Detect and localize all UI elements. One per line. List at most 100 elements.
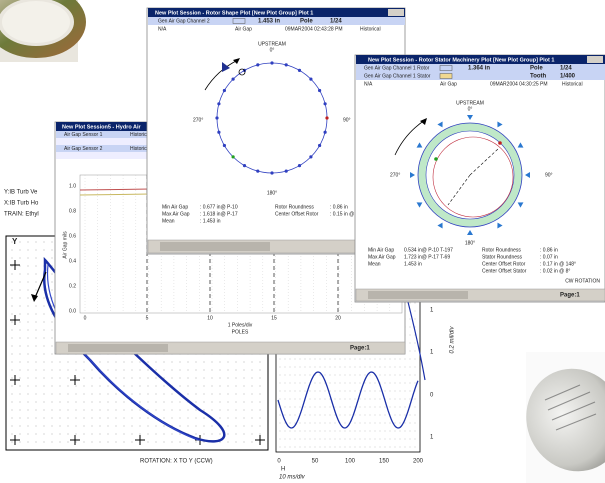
grid-dot: [325, 375, 326, 376]
grid-dot: [395, 367, 396, 368]
grid-dot: [305, 423, 306, 424]
grid-dot: [59, 401, 60, 402]
grid-dot: [335, 391, 336, 392]
grid-dot: [147, 361, 148, 362]
grid-dot: [115, 361, 116, 362]
grid-dot: [11, 257, 12, 258]
grid-dot: [400, 383, 401, 384]
grid-dot: [147, 409, 148, 410]
grid-dot: [123, 377, 124, 378]
grid-dot: [83, 441, 84, 442]
grid-dot: [330, 391, 331, 392]
grid-dot: [115, 369, 116, 370]
grid-dot: [83, 417, 84, 418]
grid-dot: [395, 423, 396, 424]
grid-dot: [235, 377, 236, 378]
grid-dot: [290, 447, 291, 448]
stat-label: Center Offset Stator: [482, 268, 527, 274]
grid-dot: [123, 441, 124, 442]
grid-dot: [410, 335, 411, 336]
stat-value: : 0.17 in @ 148°: [540, 261, 576, 267]
grid-dot: [385, 407, 386, 408]
grid-dot: [405, 439, 406, 440]
grid-dot: [219, 377, 220, 378]
grid-dot: [115, 409, 116, 410]
grid-dot: [320, 359, 321, 360]
grid-dot: [27, 305, 28, 306]
grid-dot: [259, 409, 260, 410]
grid-dot: [285, 431, 286, 432]
angle-label: 180°: [465, 240, 475, 246]
grid-dot: [290, 423, 291, 424]
grid-dot: [131, 425, 132, 426]
grid-dot: [147, 377, 148, 378]
grid-dot: [235, 385, 236, 386]
grid-dot: [107, 385, 108, 386]
grid-dot: [340, 375, 341, 376]
grid-dot: [395, 399, 396, 400]
grid-dot: [131, 433, 132, 434]
grid-dot: [43, 425, 44, 426]
pole-dot: [324, 131, 327, 134]
grid-dot: [227, 417, 228, 418]
rotor-stator-window[interactable]: New Plot Session - Rotor Stator Machiner…: [355, 55, 605, 302]
grid-dot: [11, 321, 12, 322]
stat-value: : 1.618 in@ P-17: [200, 211, 238, 217]
grid-dot: [330, 383, 331, 384]
pole-dot: [318, 144, 321, 147]
grid-dot: [259, 385, 260, 386]
grid-dot: [171, 441, 172, 442]
grid-dot: [35, 329, 36, 330]
grid-dot: [131, 369, 132, 370]
grid-dot: [375, 391, 376, 392]
grid-dot: [320, 423, 321, 424]
grid-dot: [315, 367, 316, 368]
grid-dot: [315, 439, 316, 440]
grid-dot: [305, 391, 306, 392]
grid-dot: [147, 425, 148, 426]
grid-dot: [211, 433, 212, 434]
grid-dot: [320, 439, 321, 440]
grid-dot: [219, 409, 220, 410]
grid-dot: [405, 375, 406, 376]
channel-index: 1/400: [560, 74, 576, 80]
grid-dot: [43, 321, 44, 322]
grid-dot: [380, 439, 381, 440]
pole-dot: [256, 170, 259, 173]
grid-dot: [390, 375, 391, 376]
page-indicator[interactable]: Page:1: [350, 346, 370, 352]
grid-dot: [360, 415, 361, 416]
grid-dot: [410, 383, 411, 384]
grid-dot: [370, 447, 371, 448]
grid-dot: [91, 425, 92, 426]
stat-label: Min Air Gap: [162, 204, 188, 210]
grid-dot: [227, 377, 228, 378]
grid-dot: [147, 385, 148, 386]
page-indicator[interactable]: Page:1: [560, 293, 580, 299]
angle-label: 270°: [390, 172, 400, 178]
grid-dot: [350, 439, 351, 440]
grid-dot: [99, 433, 100, 434]
grid-dot: [375, 383, 376, 384]
grid-dot: [195, 377, 196, 378]
grid-dot: [155, 401, 156, 402]
grid-dot: [83, 377, 84, 378]
grid-dot: [305, 407, 306, 408]
grid-dot: [51, 385, 52, 386]
grid-dot: [19, 265, 20, 266]
grid-dot: [11, 353, 12, 354]
grid-dot: [43, 441, 44, 442]
grid-dot: [295, 447, 296, 448]
grid-dot: [115, 401, 116, 402]
grid-dot: [35, 393, 36, 394]
grid-dot: [325, 399, 326, 400]
grid-dot: [355, 439, 356, 440]
grid-dot: [310, 375, 311, 376]
x-tick-label: 150: [379, 459, 390, 465]
grid-dot: [211, 369, 212, 370]
grid-dot: [330, 447, 331, 448]
grid-dot: [171, 409, 172, 410]
grid-dot: [43, 241, 44, 242]
grid-dot: [290, 383, 291, 384]
pole-dot: [285, 170, 288, 173]
